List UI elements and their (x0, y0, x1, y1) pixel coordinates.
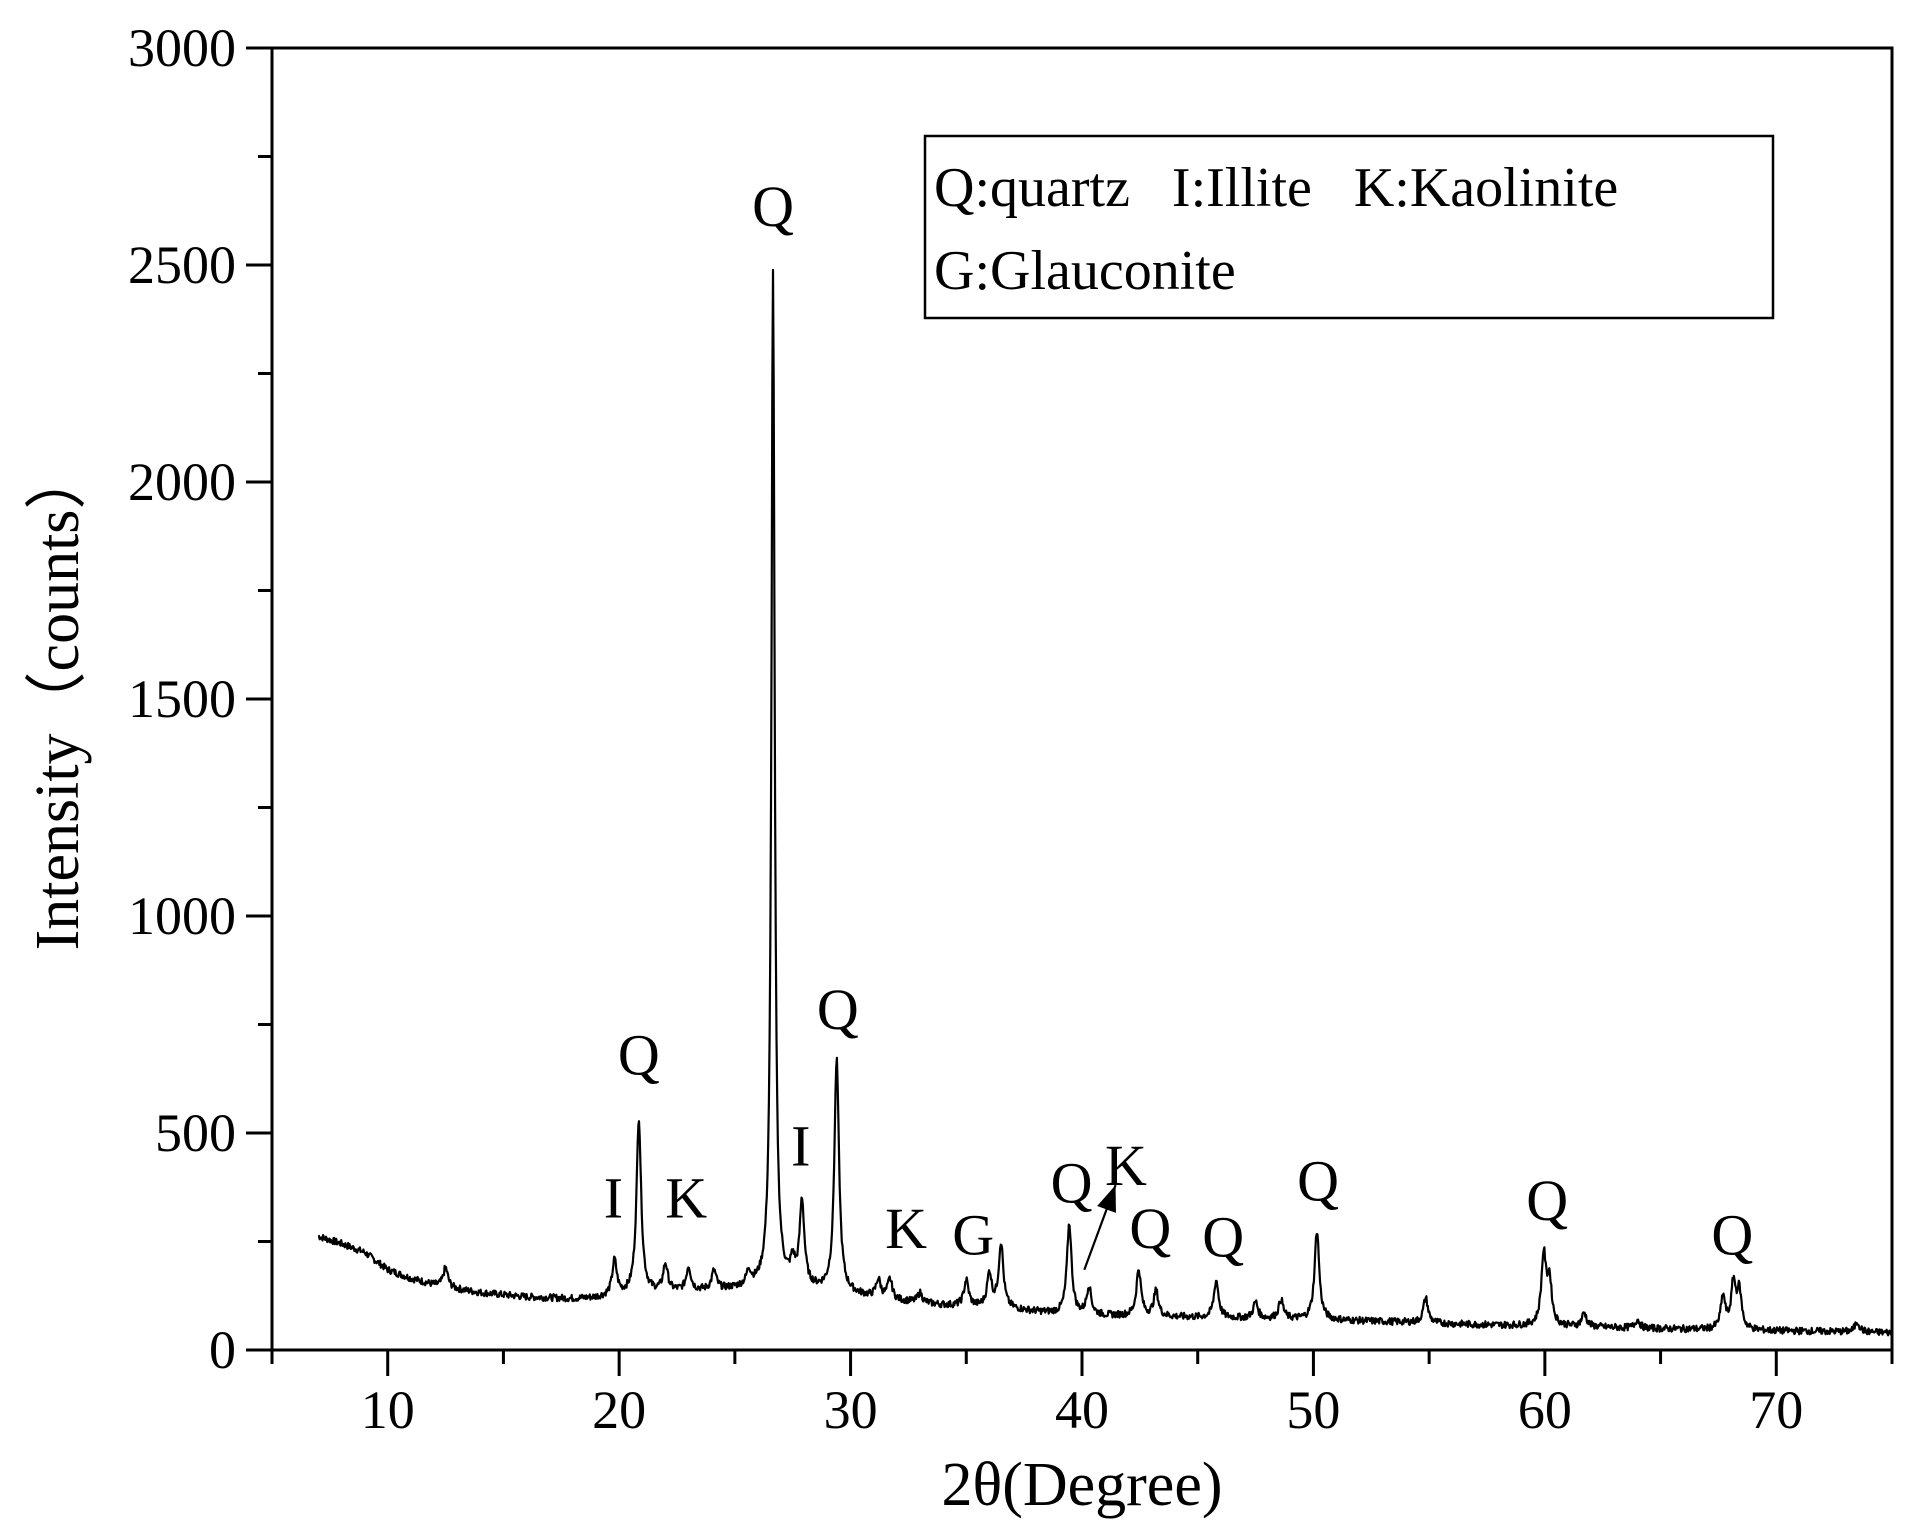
peak-label: G (952, 1203, 994, 1268)
peak-label: I (791, 1114, 810, 1179)
annotation-arrow-head (1097, 1185, 1116, 1213)
xrd-pattern-line (317, 268, 1893, 1337)
peak-label: Q (817, 977, 859, 1042)
peak-label: Q (1129, 1196, 1171, 1261)
peak-label: Q (1051, 1150, 1093, 1215)
peak-label: Q (618, 1022, 660, 1087)
x-axis-title: 2θ(Degree) (942, 1451, 1223, 1519)
y-tick-label: 1000 (128, 886, 236, 946)
legend-line-2: G:Glauconite (934, 240, 1236, 302)
axis-tick-labels: 10 20 30 40 50 60 70 0 500 1000 1500 2000 2500 3000 (128, 18, 1803, 1440)
peak-label: I (604, 1166, 623, 1231)
y-tick-label: 0 (209, 1320, 236, 1380)
y-tick-label: 2000 (128, 452, 236, 512)
peak-label: Q (1202, 1205, 1244, 1270)
axis-ticks (246, 46, 1894, 1376)
x-tick-label: 20 (592, 1380, 646, 1440)
x-tick-label: 10 (361, 1380, 415, 1440)
legend-box (923, 134, 1775, 320)
peak-label: K (665, 1166, 707, 1231)
legend: Q:quartz I:Illite K:Kaolinite G:Glauconi… (923, 134, 1775, 320)
x-tick-label: 50 (1286, 1380, 1340, 1440)
y-tick-label: 500 (155, 1103, 236, 1163)
peak-label: K (1105, 1133, 1147, 1198)
peak-label: Q (1526, 1168, 1568, 1233)
y-tick-label: 2500 (128, 235, 236, 295)
y-tick-label: 1500 (128, 669, 236, 729)
peak-label: Q (1711, 1203, 1753, 1268)
peak-label: K (885, 1196, 927, 1261)
x-tick-label: 60 (1518, 1380, 1572, 1440)
peak-label: Q (752, 174, 794, 239)
legend-line-1: Q:quartz I:Illite K:Kaolinite (934, 157, 1618, 219)
y-axis-title: Intensity（counts） (24, 448, 92, 951)
x-tick-label: 70 (1749, 1380, 1803, 1440)
y-tick-label: 3000 (128, 18, 236, 78)
x-tick-label: 30 (824, 1380, 878, 1440)
x-tick-label: 40 (1055, 1380, 1109, 1440)
peak-label: Q (1297, 1148, 1339, 1213)
